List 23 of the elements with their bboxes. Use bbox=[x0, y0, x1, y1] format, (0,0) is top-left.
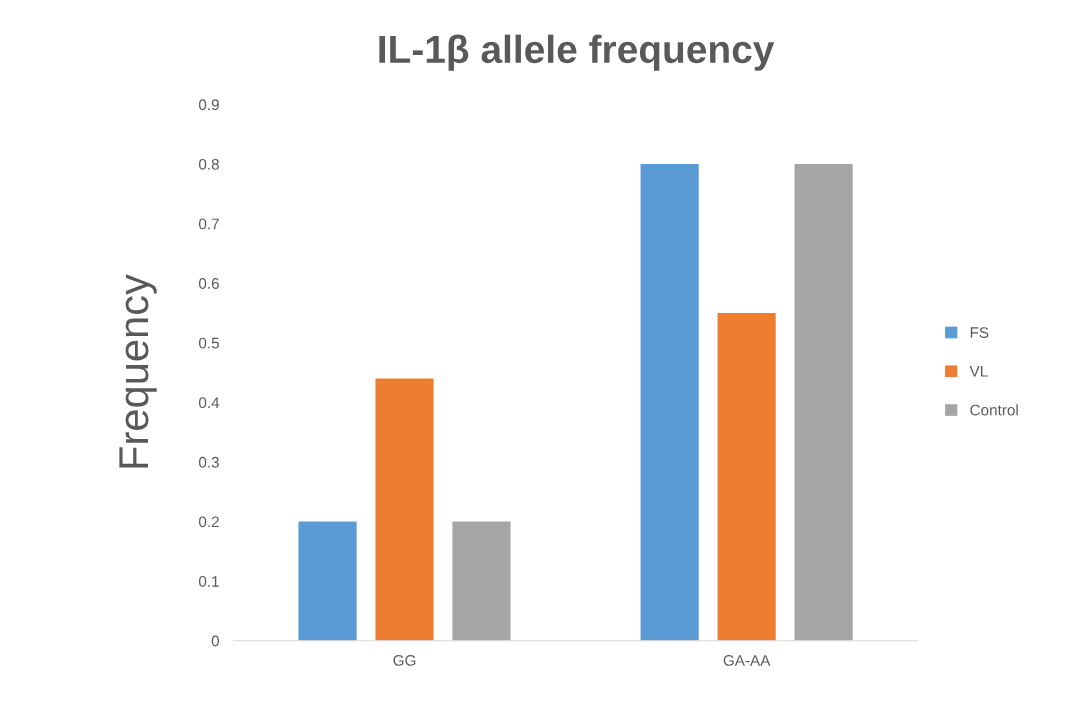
bar bbox=[717, 313, 776, 641]
y-tick-label: 0.9 bbox=[198, 99, 219, 111]
x-tick-label: GG bbox=[393, 655, 416, 666]
y-tick-label: 0.4 bbox=[198, 397, 220, 409]
y-tick-label: 0.8 bbox=[198, 158, 219, 170]
legend-label: Control bbox=[970, 404, 1018, 416]
bar bbox=[298, 521, 357, 641]
bar bbox=[794, 164, 853, 641]
y-tick-label: 0.1 bbox=[198, 576, 219, 587]
y-tick-label: 0.5 bbox=[198, 337, 219, 349]
y-tick-label: 0.7 bbox=[198, 218, 219, 230]
y-tick-label: 0.6 bbox=[198, 278, 219, 289]
y-axis-title: Frequency bbox=[119, 274, 157, 468]
bar bbox=[452, 521, 511, 641]
y-tick-label: 0.3 bbox=[198, 456, 219, 468]
bar bbox=[640, 164, 699, 641]
x-tick-label: GA-AA bbox=[723, 655, 771, 666]
legend-label: VL bbox=[969, 366, 988, 377]
y-tick-label: 0.2 bbox=[198, 516, 219, 528]
y-tick-label: 0 bbox=[211, 635, 219, 647]
chart-title: IL-1β allele frequency bbox=[379, 34, 775, 71]
bar bbox=[375, 378, 434, 641]
legend-label: FS bbox=[970, 327, 989, 338]
